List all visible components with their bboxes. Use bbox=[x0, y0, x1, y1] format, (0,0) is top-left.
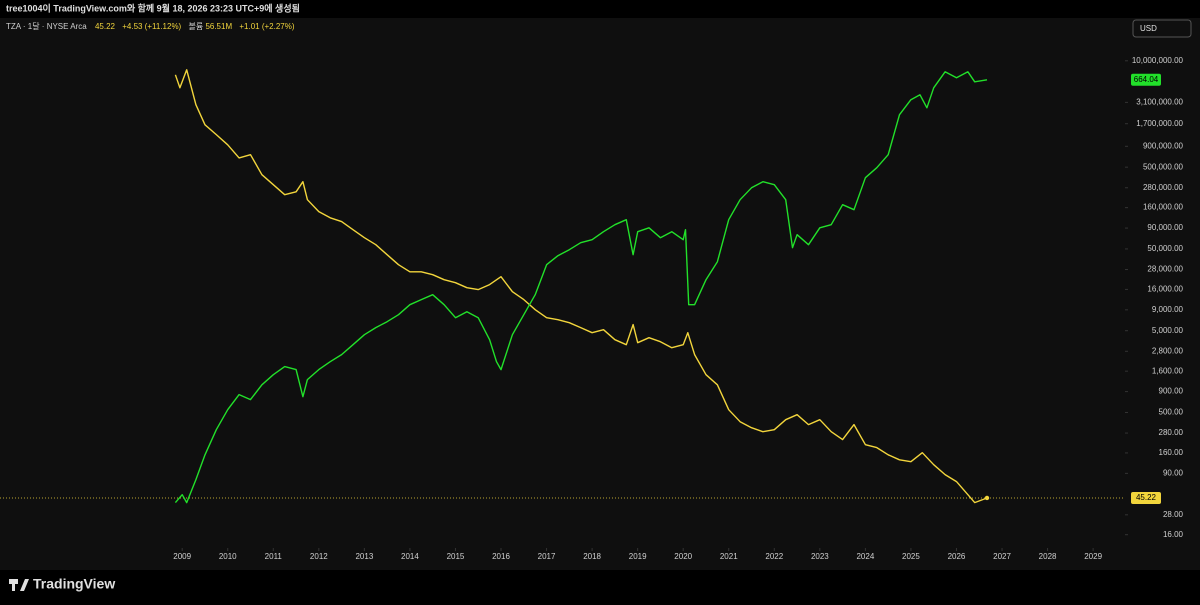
x-tick-label: 2029 bbox=[1084, 552, 1102, 561]
y-tick-label: 900.00 bbox=[1159, 387, 1184, 396]
y-tick-label: 28,000.00 bbox=[1147, 265, 1183, 274]
y-tick-label: 1,700,000.00 bbox=[1136, 119, 1183, 128]
x-tick-label: 2021 bbox=[720, 552, 738, 561]
bottom-bar bbox=[0, 570, 1200, 605]
logo bbox=[9, 579, 29, 591]
x-tick-label: 2023 bbox=[811, 552, 829, 561]
symbol-change: +4.53 (+11.12%) bbox=[122, 22, 181, 31]
header: tree1004이 TradingView.com와 함께 9월 18, 202… bbox=[6, 2, 300, 13]
x-tick-label: 2025 bbox=[902, 552, 920, 561]
y-tick-label: 1,600.00 bbox=[1152, 366, 1184, 375]
x-tick-label: 2019 bbox=[629, 552, 647, 561]
logo-mark bbox=[20, 579, 29, 591]
y-tick-label: 2,800.00 bbox=[1152, 346, 1184, 355]
x-tick-label: 2027 bbox=[993, 552, 1011, 561]
y-tick-label: 50,000.00 bbox=[1147, 244, 1183, 253]
symbol-title: TZA · 1달 · NYSE Arca bbox=[6, 22, 87, 31]
y-tick-label: 90,000.00 bbox=[1147, 223, 1183, 232]
volume-label: 볼륨 bbox=[188, 21, 203, 31]
x-tick-label: 2022 bbox=[765, 552, 783, 561]
y-tick-label: 10,000,000.00 bbox=[1132, 56, 1184, 65]
x-tick-label: 2017 bbox=[538, 552, 556, 561]
price-label: 664.04 bbox=[1134, 75, 1159, 84]
y-tick-label: 280.00 bbox=[1159, 428, 1184, 437]
x-tick-label: 2020 bbox=[674, 552, 692, 561]
y-tick-label: 16.00 bbox=[1163, 530, 1184, 539]
y-tick-label: 28.00 bbox=[1163, 510, 1184, 519]
x-tick-label: 2012 bbox=[310, 552, 328, 561]
y-tick-label: 5,000.00 bbox=[1152, 326, 1184, 335]
y-tick-label: 90.00 bbox=[1163, 468, 1184, 477]
x-tick-label: 2026 bbox=[948, 552, 966, 561]
x-tick-label: 2016 bbox=[492, 552, 510, 561]
x-tick-label: 2024 bbox=[856, 552, 874, 561]
logo-mark bbox=[9, 579, 18, 584]
x-tick-label: 2009 bbox=[173, 552, 191, 561]
y-tick-label: 900,000.00 bbox=[1143, 141, 1184, 150]
x-tick-label: 2028 bbox=[1039, 552, 1057, 561]
price-label-bg bbox=[1131, 491, 1161, 504]
volume-change: +1.01 (+2.27%) bbox=[239, 22, 294, 31]
x-tick-label: 2018 bbox=[583, 552, 601, 561]
x-tick-label: 2013 bbox=[355, 552, 373, 561]
series-line bbox=[174, 69, 988, 504]
last-point bbox=[984, 495, 990, 501]
x-tick-label: 2014 bbox=[401, 552, 419, 561]
y-tick-label: 160,000.00 bbox=[1143, 203, 1184, 212]
x-tick-label: 2010 bbox=[219, 552, 237, 561]
price-label: 45.22 bbox=[1136, 493, 1157, 502]
y-tick-label: 9,000.00 bbox=[1152, 305, 1184, 314]
series-line bbox=[174, 71, 988, 504]
volume: 56.51M bbox=[205, 22, 232, 31]
y-tick-label: 160.00 bbox=[1159, 448, 1184, 457]
price-label-bg bbox=[1131, 73, 1161, 86]
symbol-price: 45.22 bbox=[95, 22, 116, 31]
y-tick-label: 500.00 bbox=[1159, 408, 1184, 417]
top-bar bbox=[0, 0, 1200, 18]
x-tick-label: 2011 bbox=[265, 552, 283, 561]
brand: TradingView bbox=[33, 576, 115, 592]
logo-mark bbox=[12, 584, 15, 591]
x-tick-label: 2015 bbox=[447, 552, 465, 561]
y-tick-label: 500,000.00 bbox=[1143, 162, 1184, 171]
currency[interactable]: USD bbox=[1140, 24, 1157, 33]
legend: TZA · 1달 · NYSE Arca 45.22 +4.53 (+11.12… bbox=[6, 21, 295, 31]
y-tick-label: 16,000.00 bbox=[1147, 285, 1183, 294]
y-tick-label: 3,100,000.00 bbox=[1136, 97, 1183, 106]
y-tick-label: 280,000.00 bbox=[1143, 183, 1184, 192]
currency-button[interactable] bbox=[1132, 19, 1192, 38]
